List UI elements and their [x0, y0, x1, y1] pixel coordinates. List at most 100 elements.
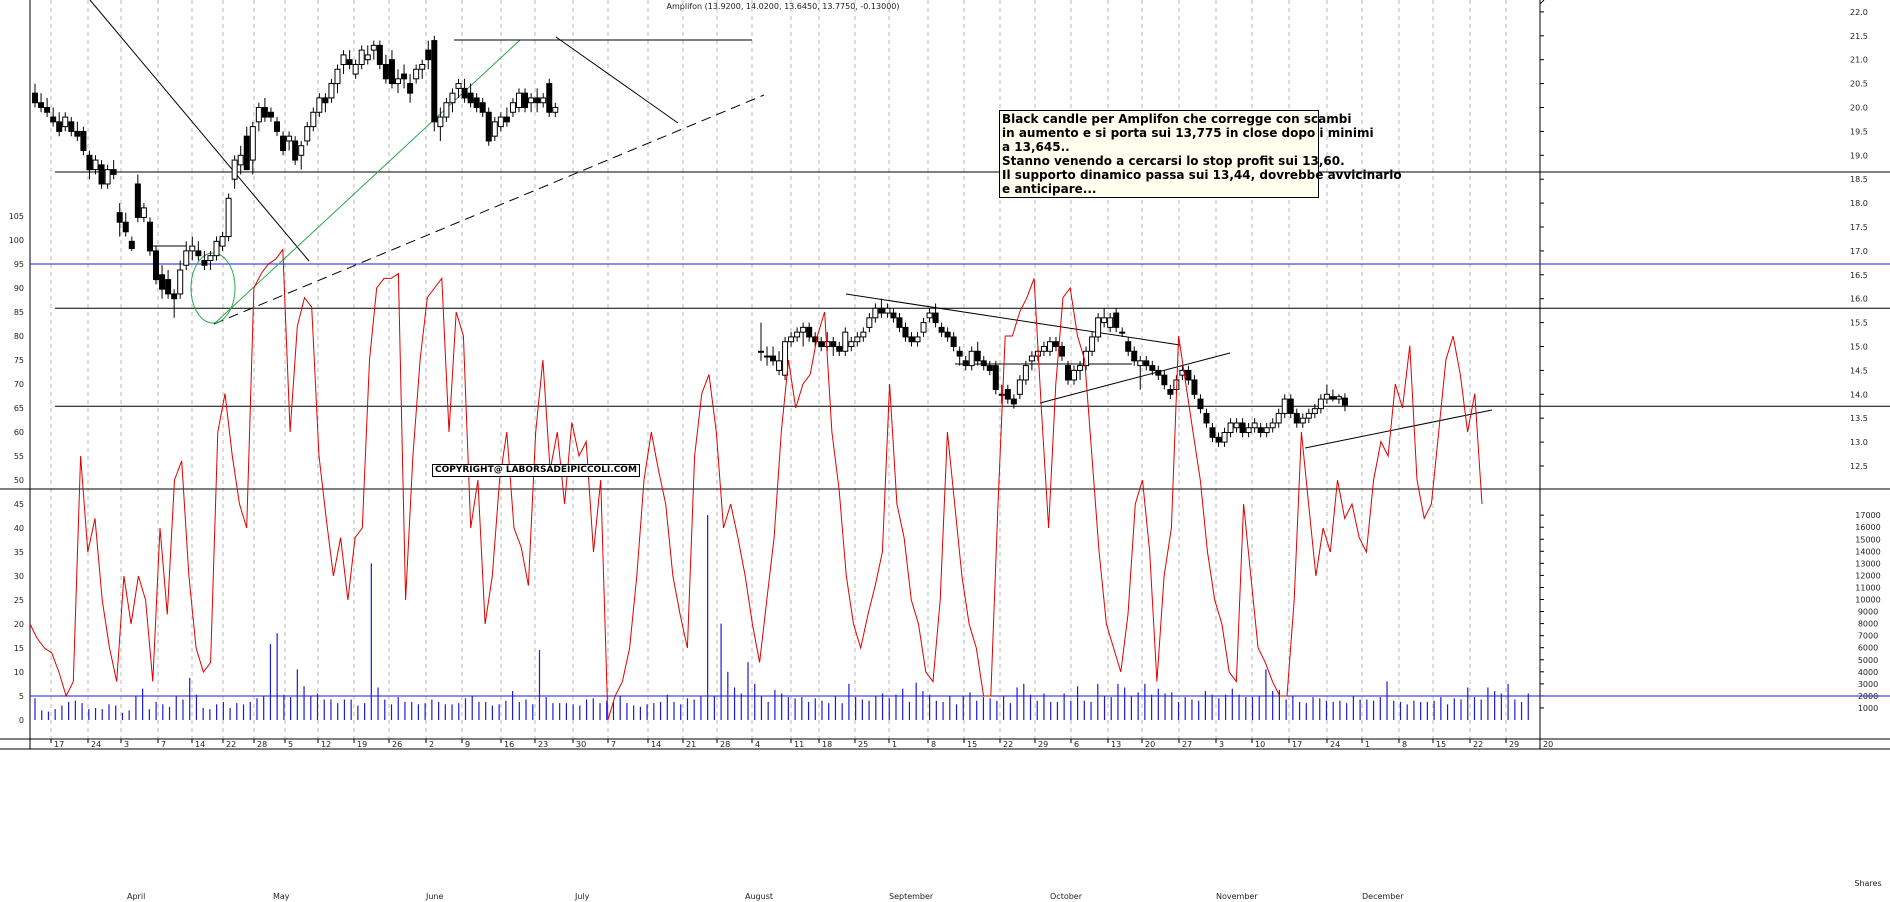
candle-body [1095, 317, 1102, 338]
candle-body [758, 350, 764, 353]
candle-body [812, 336, 819, 343]
oscillator-tick-label: 0 [19, 716, 24, 725]
candle-body [1022, 365, 1029, 381]
candle-body [425, 49, 432, 61]
candle [926, 308, 933, 323]
oscillator-tick-label: 95 [14, 260, 24, 269]
oscillator-tick-label: 50 [14, 476, 24, 485]
candle [449, 88, 456, 113]
candle [443, 97, 450, 122]
candle-body [437, 116, 444, 128]
candle [413, 64, 420, 84]
candle [497, 112, 504, 132]
day-label: 20 [1543, 740, 1553, 749]
candle [267, 107, 274, 122]
day-label: 13 [1111, 740, 1121, 749]
candle-body [388, 59, 395, 85]
price-axis: 12.5 13.0 13.5 14.0 14.5 15.0 15.5 16.0 16.5 17.0… [1540, 8, 1868, 471]
candle [140, 203, 147, 223]
candle [503, 107, 510, 127]
day-label: 29 [1509, 740, 1519, 749]
candle [146, 217, 153, 256]
candle [800, 322, 807, 347]
corner-mark [1539, 0, 1545, 5]
candle-body [1287, 398, 1294, 414]
month-label: July [574, 892, 590, 901]
candle [1293, 408, 1300, 428]
candle-body [401, 73, 408, 80]
candle-body [1203, 412, 1210, 424]
oscillator-tick-label: 60 [14, 428, 24, 437]
candle [938, 322, 945, 337]
candle [473, 93, 480, 113]
shares-label: Shares [1854, 879, 1881, 888]
candle-body [1089, 336, 1096, 352]
candle-body [534, 97, 541, 104]
oscillator-tick-label: 20 [14, 620, 24, 629]
oscillator-tick-label: 80 [14, 332, 24, 341]
candle-body [80, 130, 87, 152]
day-label: 12 [321, 740, 331, 749]
candle-body [201, 259, 208, 266]
candle-body [491, 121, 498, 137]
candle-body [806, 326, 813, 338]
candle-body [467, 92, 474, 104]
candle [425, 40, 432, 70]
day-label: 19 [357, 740, 367, 749]
candle-body [86, 154, 93, 171]
candle-body [836, 346, 843, 352]
candle [491, 117, 498, 141]
candle [1059, 341, 1065, 361]
candle-body [509, 102, 516, 113]
candle-body [1251, 422, 1258, 429]
candle [286, 131, 293, 151]
volume-tick-label: 1000 [1858, 704, 1878, 713]
candle [32, 83, 38, 108]
candle-body [1185, 369, 1192, 381]
annotation-line: e anticipare... [1002, 182, 1097, 196]
candle [1143, 356, 1150, 371]
candle [340, 50, 347, 75]
candle-body [1016, 379, 1023, 395]
candle [292, 136, 299, 165]
day-label: 23 [538, 740, 548, 749]
candle [189, 236, 196, 261]
candle [764, 346, 771, 366]
candle-body [1101, 317, 1108, 324]
candle [358, 45, 365, 70]
candle-body [110, 169, 117, 175]
price-tick-label: 21.5 [1850, 32, 1868, 41]
candle-body [1125, 341, 1132, 352]
candle-body [128, 240, 135, 250]
price-tick-label: 17.5 [1850, 223, 1868, 232]
day-label: 15 [967, 740, 977, 749]
highlight-ellipse [190, 252, 236, 324]
month-label: December [1362, 892, 1404, 901]
candle [50, 107, 57, 127]
candle-body [431, 40, 438, 123]
candle-body [352, 63, 359, 75]
candle-body [159, 274, 166, 290]
candle-body [340, 54, 347, 65]
candle-body [243, 135, 250, 171]
day-label: 21 [686, 740, 696, 749]
trendline-dynamic-support-dashed [213, 94, 765, 325]
oscillator-axis: 0 5 10 15 20 25 30 35 40 45 50 55 60 65 70 75 80 85 90 95 10… [9, 212, 24, 725]
candle-body [818, 341, 825, 348]
candle [1233, 418, 1240, 433]
annotation-line: Stanno venendo a cercarsi lo stop profit… [1002, 154, 1345, 168]
candle-body [249, 126, 256, 161]
day-label: 11 [794, 740, 804, 749]
candle-body [860, 331, 867, 338]
trendline-july-resistance [555, 36, 679, 124]
candle [38, 93, 45, 113]
candle-body [370, 44, 377, 51]
candle-body [830, 341, 837, 348]
candle [92, 155, 99, 175]
price-tick-label: 15.0 [1850, 343, 1868, 352]
month-label: June [425, 892, 444, 901]
candle-body [189, 245, 196, 252]
day-label: 10 [1255, 740, 1265, 749]
price-tick-label: 15.5 [1850, 319, 1868, 328]
